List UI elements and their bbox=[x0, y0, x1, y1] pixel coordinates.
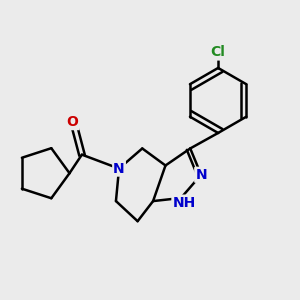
Text: N: N bbox=[113, 162, 125, 176]
Text: Cl: Cl bbox=[211, 46, 226, 59]
Text: NH: NH bbox=[172, 196, 196, 210]
Text: O: O bbox=[67, 115, 79, 129]
Text: N: N bbox=[195, 168, 207, 182]
